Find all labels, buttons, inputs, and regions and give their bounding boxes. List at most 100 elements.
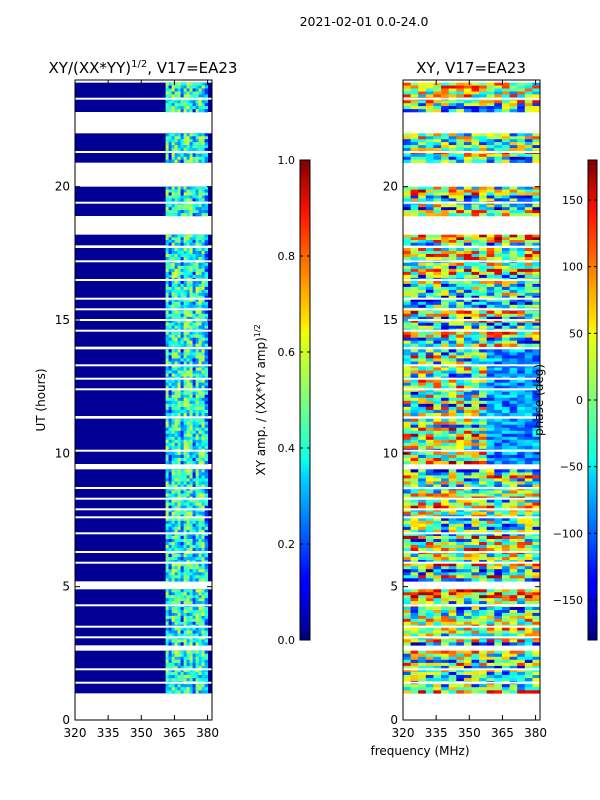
heatmap-cell	[479, 298, 488, 303]
heatmap-cell	[201, 684, 205, 688]
heatmap-cell	[168, 280, 172, 285]
heatmap-cell	[171, 678, 175, 682]
heatmap-cell	[198, 578, 202, 582]
heatmap-cell	[189, 678, 193, 682]
heatmap-cell	[183, 352, 187, 356]
heatmap-cell	[486, 578, 495, 582]
heatmap-cell	[192, 517, 196, 522]
heatmap-cell	[168, 499, 172, 503]
heatmap-cell	[168, 358, 172, 362]
heatmap-cell	[174, 472, 178, 476]
heatmap-cell	[418, 566, 427, 570]
heatmap-cell	[509, 274, 518, 279]
heatmap-cell	[501, 502, 510, 506]
heatmap-cell	[165, 502, 169, 506]
heatmap-cell	[174, 88, 178, 92]
heatmap-cell	[198, 598, 202, 602]
heatmap-cell	[204, 268, 208, 273]
heatmap-cell	[517, 532, 526, 537]
heatmap-cell	[186, 400, 190, 405]
heatmap-cell	[168, 639, 172, 643]
heatmap-cell	[418, 526, 427, 531]
heatmap-cell	[410, 669, 419, 673]
heatmap-cell	[201, 499, 205, 503]
heatmap-cell	[501, 578, 510, 582]
heatmap-cell	[418, 254, 427, 258]
heatmap-cell	[456, 385, 465, 389]
heatmap-cell	[186, 618, 190, 622]
heatmap-cell	[180, 106, 184, 110]
heatmap-gap	[75, 532, 212, 535]
heatmap-cell	[471, 257, 480, 261]
heatmap-cell	[517, 298, 526, 303]
heatmap-cell	[532, 578, 540, 582]
heatmap-cell	[448, 478, 457, 482]
heatmap-cell	[441, 499, 450, 503]
heatmap-cell	[524, 517, 533, 522]
heatmap-cell	[183, 557, 187, 561]
heatmap-cell	[524, 615, 533, 620]
heatmap-cell	[448, 684, 457, 688]
heatmap-cell	[463, 262, 472, 267]
heatmap-cell	[441, 280, 450, 285]
heatmap-cell	[471, 627, 480, 631]
heatmap-cell	[204, 240, 208, 243]
heatmap-cell	[509, 523, 518, 528]
heatmap-cell	[433, 316, 442, 321]
heatmap-cell	[441, 612, 450, 617]
heatmap-cell	[479, 563, 488, 567]
heatmap-cell	[201, 198, 205, 202]
heatmap-cell	[174, 475, 178, 479]
heatmap-cell	[425, 484, 434, 488]
heatmap-cell	[165, 595, 169, 599]
heatmap-cell	[201, 91, 205, 95]
heatmap-cell	[180, 85, 184, 89]
heatmap-cell	[517, 572, 526, 576]
heatmap-cell	[192, 198, 196, 202]
heatmap-cell	[189, 493, 193, 497]
heatmap-cell	[204, 94, 208, 98]
heatmap-cell	[189, 687, 193, 691]
heatmap-cell	[501, 325, 510, 329]
heatmap-cell	[198, 469, 202, 473]
heatmap-cell	[509, 400, 518, 405]
heatmap-cell	[201, 213, 205, 217]
heatmap-cell	[418, 607, 427, 611]
heatmap-cell	[171, 542, 175, 546]
heatmap-cell	[186, 595, 190, 599]
heatmap-cell	[441, 678, 450, 682]
heatmap-cell	[186, 535, 190, 540]
heatmap-cell	[410, 563, 419, 567]
heatmap-cell	[532, 257, 540, 261]
heatmap-cell	[198, 313, 202, 318]
heatmap-cell	[195, 289, 199, 294]
heatmap-cell	[180, 192, 184, 196]
heatmap-cell	[486, 505, 495, 509]
heatmap-cell	[177, 458, 181, 462]
heatmap-cell	[501, 659, 510, 664]
heatmap-cell	[177, 563, 181, 567]
heatmap-cell	[463, 566, 472, 570]
heatmap-cell	[456, 325, 465, 329]
heatmap-cell	[201, 207, 205, 211]
heatmap-cell	[479, 268, 488, 273]
heatmap-cell	[456, 490, 465, 494]
heatmap-cell	[180, 343, 184, 347]
heatmap-cell	[183, 370, 187, 374]
heatmap-cell	[171, 268, 175, 273]
heatmap-cell	[456, 511, 465, 515]
heatmap-cell	[201, 601, 205, 605]
heatmap-cell	[183, 424, 187, 428]
heatmap-cell	[494, 316, 503, 321]
heatmap-cell	[471, 289, 480, 294]
heatmap-cell	[192, 343, 196, 347]
heatmap-cell	[486, 454, 495, 459]
heatmap-cell	[192, 545, 196, 549]
heatmap-cell	[448, 578, 457, 582]
heatmap-cell	[501, 262, 510, 267]
heatmap-cell	[183, 234, 187, 238]
heatmap-cell	[171, 280, 175, 285]
heatmap-cell	[524, 595, 533, 599]
heatmap-cell	[448, 397, 457, 402]
